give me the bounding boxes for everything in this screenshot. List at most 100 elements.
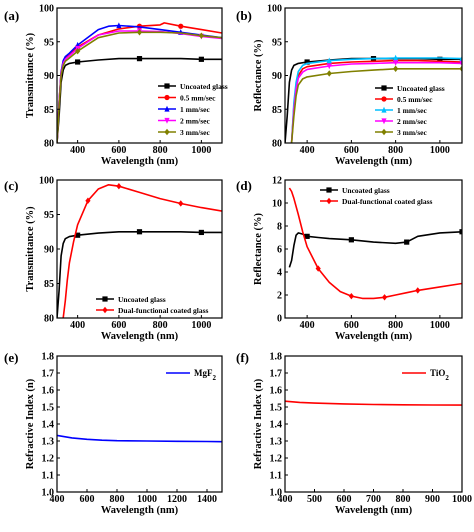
legend: Uncoated glass Dual-functional coated gla…: [320, 186, 433, 206]
series-line: [57, 31, 222, 143]
y-tick-label: 1.5: [42, 403, 55, 414]
y-tick-label: 90: [44, 245, 54, 256]
x-axis-label: Wavelength (nm): [101, 331, 179, 342]
x-tick-label: 1000: [452, 494, 472, 505]
x-axis-label: Wavelength (nm): [335, 505, 413, 516]
data-point: [85, 197, 91, 204]
legend-label: 1 mm/sec: [397, 106, 427, 115]
series: [290, 65, 462, 143]
y-tick-label: 1.2: [42, 454, 55, 465]
legend: Uncoated glass Dual-functional coated gla…: [96, 295, 209, 315]
data-point: [198, 229, 204, 236]
x-tick-label: 800: [396, 494, 411, 505]
legend-marker: [381, 128, 387, 136]
chart-panel: 400 600 800 1000 80 85 90 95 100 Wavelength (nm) T…: [4, 176, 223, 342]
y-tick-label: 90: [44, 71, 54, 82]
legend-label: 2 mm/sec: [180, 117, 210, 126]
data-point: [178, 200, 184, 207]
y-tick-label: 1.1: [270, 471, 283, 482]
data-point: [326, 57, 332, 64]
legend-marker: [381, 96, 387, 102]
legend-label: 0.5 mm/sec: [180, 94, 216, 103]
chart-panel: 400 600 800 1000 1200 1400 1.0 1.1 1.2 1.3 1.4 1.5 1…: [4, 350, 223, 516]
data-point: [459, 60, 462, 67]
y-tick-label: 1.4: [270, 420, 283, 431]
y-axis-label: Reflectance (%): [253, 39, 264, 112]
x-tick-label: 600: [337, 494, 352, 505]
data-point: [315, 265, 321, 272]
panel-label: (b): [236, 8, 252, 23]
series: [57, 29, 222, 143]
y-tick-label: 85: [44, 105, 54, 116]
data-point: [348, 292, 354, 300]
legend-label: Dual-functional coated glass: [342, 197, 433, 206]
x-axis-label: Wavelength (nm): [101, 505, 179, 516]
data-point: [393, 60, 399, 66]
series: [290, 54, 462, 143]
series: [57, 229, 222, 318]
legend-label: 3 mm/sec: [397, 128, 427, 137]
series: [288, 187, 462, 301]
x-tick-label: 800: [388, 145, 403, 156]
data-point: [178, 23, 184, 29]
legend-label: 1 mm/sec: [180, 105, 210, 114]
x-tick-label: 400: [70, 320, 85, 331]
data-point: [304, 59, 310, 65]
legend-marker: [164, 117, 170, 124]
y-tick-label: 85: [272, 105, 282, 116]
panel-label: (a): [4, 8, 19, 23]
legend-label: Dual-functional coated glass: [118, 306, 209, 315]
x-tick-label: 600: [344, 145, 359, 156]
x-tick-label: 1000: [430, 320, 450, 331]
x-axis-label: Wavelength (nm): [335, 156, 413, 167]
panel-label: (f): [236, 350, 249, 365]
data-point: [198, 32, 204, 39]
chart-panel: 400 600 800 1000 80 85 90 95 100 Wavelength (nm) T…: [4, 4, 228, 168]
y-tick-label: 2: [277, 291, 282, 302]
x-tick-label: 1000: [191, 320, 211, 331]
y-tick-label: 12: [272, 176, 282, 187]
y-tick-label: 100: [39, 4, 54, 15]
series: [290, 58, 462, 143]
x-tick-label: 400: [300, 145, 315, 156]
legend-marker: [381, 106, 387, 113]
chart-panel: 400 600 800 1000 0 2 4 6 8 10 12 Wavelength (nm) Ref…: [236, 176, 463, 342]
x-tick-label: 800: [388, 320, 403, 331]
legend: Uncoated glass 0.5 mm/sec 1 mm/sec 2 mm/sec…: [158, 82, 228, 137]
x-tick-label: 600: [111, 145, 126, 156]
x-tick-label: 900: [425, 494, 440, 505]
y-tick-label: 1.1: [42, 471, 55, 482]
series-line: [57, 434, 222, 443]
data-point: [459, 229, 462, 235]
series: [290, 60, 462, 143]
series: [285, 400, 462, 406]
y-tick-label: 1.0: [42, 488, 55, 499]
y-axis-label: Refractive Index (n): [25, 378, 36, 469]
x-tick-label: 600: [80, 494, 95, 505]
y-tick-label: 1.7: [42, 369, 55, 380]
y-tick-label: 90: [272, 71, 282, 82]
legend-marker: [164, 128, 170, 136]
x-tick-label: 600: [344, 320, 359, 331]
legend-marker: [381, 85, 387, 91]
series-line: [285, 400, 462, 406]
x-tick-label: 1000: [137, 494, 157, 505]
y-tick-label: 10: [272, 199, 282, 210]
data-point: [404, 239, 410, 245]
y-tick-label: 6: [277, 245, 282, 256]
data-point: [393, 54, 399, 61]
data-point: [75, 59, 81, 65]
chart-panel: 400 500 600 700 800 900 1000 1.0 1.1 1.2 1.3 1.4 1.5…: [236, 350, 472, 516]
series: [57, 434, 222, 443]
y-tick-label: 1.6: [42, 386, 55, 397]
y-tick-label: 4: [277, 268, 282, 279]
y-tick-label: 100: [267, 4, 282, 15]
legend-marker: [326, 197, 332, 205]
chart-panel: 400 600 800 1000 80 85 90 95 100 Wavelength (nm) R…: [236, 4, 463, 167]
legend: TiO2: [402, 368, 449, 382]
legend-label: 3 mm/sec: [180, 128, 210, 137]
series: [288, 229, 462, 268]
legend-marker: [164, 94, 170, 101]
legend-marker: [102, 306, 108, 314]
